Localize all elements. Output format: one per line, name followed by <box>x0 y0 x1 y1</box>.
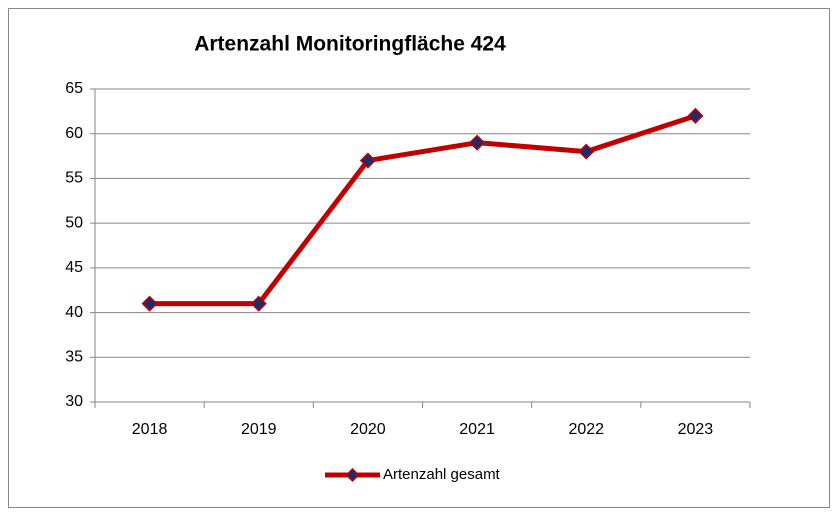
y-tick-label: 50 <box>65 214 83 231</box>
y-tick-label: 55 <box>65 170 83 187</box>
legend-marker <box>345 467 360 483</box>
x-tick-label: 2022 <box>568 421 604 438</box>
y-tick-label: 45 <box>65 259 83 276</box>
point-marker <box>141 295 158 312</box>
legend-label: Artenzahl gesamt <box>383 466 501 483</box>
x-tick-label: 2021 <box>459 421 495 438</box>
chart-border <box>8 8 830 508</box>
x-tick-label: 2019 <box>241 421 277 438</box>
x-tick-label: 2018 <box>132 421 168 438</box>
y-tick-label: 65 <box>65 80 83 97</box>
y-tick-label: 30 <box>65 393 83 410</box>
point-marker <box>250 295 267 312</box>
point-marker <box>469 134 486 151</box>
y-tick-label: 60 <box>65 125 83 142</box>
point-marker <box>578 143 595 160</box>
x-tick-label: 2020 <box>350 421 386 438</box>
y-tick-label: 40 <box>65 304 83 321</box>
chart-title: Artenzahl Monitoringfläche 424 <box>194 33 506 56</box>
point-marker <box>687 107 704 124</box>
point-marker <box>359 152 376 169</box>
y-tick-label: 35 <box>65 349 83 366</box>
x-tick-label: 2023 <box>678 421 714 438</box>
series-line <box>149 113 697 307</box>
